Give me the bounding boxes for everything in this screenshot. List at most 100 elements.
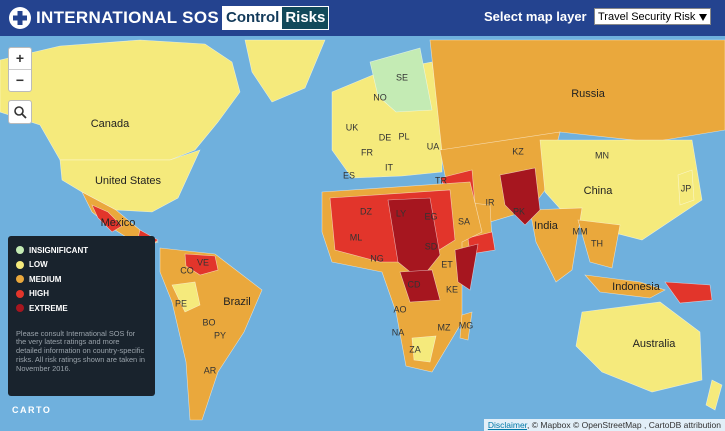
land bbox=[664, 281, 713, 304]
map-label: SD bbox=[425, 241, 438, 251]
land bbox=[411, 335, 437, 363]
map-label: FR bbox=[361, 147, 373, 157]
map-label: CO bbox=[180, 265, 194, 275]
map-label: AR bbox=[204, 365, 217, 375]
legend-label: MEDIUM bbox=[29, 274, 62, 284]
map-label: Australia bbox=[633, 338, 677, 350]
land bbox=[171, 281, 201, 313]
brand: INTERNATIONAL SOS bbox=[36, 8, 219, 27]
map-label: SA bbox=[458, 216, 470, 226]
map-label: United States bbox=[95, 175, 162, 187]
land bbox=[577, 219, 621, 269]
land bbox=[399, 269, 441, 303]
legend-item: LOW bbox=[16, 258, 147, 273]
map-label: Canada bbox=[91, 118, 130, 130]
zoom-control: + − bbox=[8, 47, 32, 92]
layer-select[interactable]: Travel Security Risk bbox=[594, 8, 711, 25]
map-label: ET bbox=[441, 259, 453, 269]
map-label: MZ bbox=[438, 322, 451, 332]
map-label: PK bbox=[513, 206, 525, 216]
partner-prefix: Control bbox=[223, 7, 283, 29]
map-label: KZ bbox=[512, 146, 524, 156]
map-label: UA bbox=[427, 141, 440, 151]
map-label: DE bbox=[379, 132, 392, 142]
map-label: VE bbox=[197, 257, 209, 267]
map-label: TH bbox=[591, 238, 603, 248]
map-label: Indonesia bbox=[612, 281, 661, 293]
map-label: JP bbox=[681, 183, 692, 193]
zoom-in[interactable]: + bbox=[15, 50, 25, 66]
map-label: UK bbox=[346, 122, 359, 132]
legend-note: Please consult International SOS for the… bbox=[16, 328, 145, 373]
map-label: PE bbox=[175, 298, 187, 308]
land bbox=[59, 149, 201, 213]
attribution-text: , © Mapbox © OpenStreetMap , CartoDB att… bbox=[527, 420, 721, 430]
legend-items: INSIGNIFICANT LOW MEDIUM HIGH EXTREME bbox=[16, 243, 147, 316]
legend-swatch bbox=[16, 260, 24, 269]
legend-label: EXTREME bbox=[29, 303, 68, 313]
map-label: CD bbox=[408, 279, 421, 289]
map-label: DZ bbox=[360, 206, 372, 216]
attribution: Disclaimer, © Mapbox © OpenStreetMap , C… bbox=[483, 419, 725, 431]
map-label: ML bbox=[350, 232, 363, 242]
legend-item: MEDIUM bbox=[16, 272, 147, 287]
legend-swatch bbox=[16, 304, 24, 313]
map-label: Russia bbox=[571, 88, 606, 100]
map-label: EG bbox=[424, 211, 437, 221]
map-label: LY bbox=[396, 208, 406, 218]
land bbox=[529, 207, 583, 283]
map-label: ES bbox=[343, 170, 355, 180]
dropdown-arrow bbox=[699, 14, 707, 21]
search-button[interactable] bbox=[8, 100, 32, 124]
map-label: NA bbox=[392, 327, 405, 337]
carto-logo: CARTO bbox=[12, 405, 52, 415]
land bbox=[459, 311, 473, 341]
map-label: MN bbox=[595, 150, 609, 160]
map-label: MG bbox=[459, 320, 474, 330]
legend-item: EXTREME bbox=[16, 301, 147, 316]
legend-swatch bbox=[16, 289, 24, 298]
land bbox=[677, 169, 695, 206]
brand-icon bbox=[9, 7, 31, 29]
land bbox=[575, 301, 703, 393]
map-label: AO bbox=[393, 304, 406, 314]
header: INTERNATIONAL SOS Control Risks Select ma… bbox=[0, 0, 725, 36]
map-label: IR bbox=[486, 197, 496, 207]
map-label: NG bbox=[370, 253, 384, 263]
legend-item: INSIGNIFICANT bbox=[16, 243, 147, 258]
land bbox=[584, 274, 666, 299]
map-label: ZA bbox=[409, 344, 421, 354]
land bbox=[499, 167, 541, 226]
layer-label: Select map layer bbox=[484, 9, 587, 24]
partner-suffix: Risks bbox=[282, 7, 329, 29]
disclaimer-link[interactable]: Disclaimer bbox=[487, 420, 528, 430]
land bbox=[91, 204, 123, 233]
land bbox=[705, 379, 723, 411]
partner-logo: Control Risks bbox=[222, 6, 330, 30]
map-label: Mexico bbox=[101, 217, 136, 229]
map-label: TR bbox=[435, 175, 447, 185]
search-icon bbox=[14, 106, 27, 119]
map-label: KE bbox=[446, 284, 458, 294]
map-label: India bbox=[534, 220, 559, 232]
land bbox=[184, 253, 219, 276]
map-label: NO bbox=[373, 92, 387, 102]
legend-item: HIGH bbox=[16, 287, 147, 302]
zoom-out[interactable]: − bbox=[9, 69, 31, 91]
legend: INSIGNIFICANT LOW MEDIUM HIGH EXTREME Please… bbox=[8, 236, 155, 396]
map-label: MM bbox=[573, 226, 588, 236]
map-label: BO bbox=[202, 317, 215, 327]
legend-swatch bbox=[16, 275, 24, 284]
land bbox=[387, 197, 441, 281]
legend-label: HIGH bbox=[29, 289, 49, 299]
map-label: Brazil bbox=[223, 296, 251, 308]
map-label: PL bbox=[398, 131, 409, 141]
legend-label: INSIGNIFICANT bbox=[29, 245, 89, 255]
land bbox=[454, 243, 479, 291]
land bbox=[369, 47, 433, 113]
map-label: PY bbox=[214, 330, 226, 340]
layer-value: Travel Security Risk bbox=[598, 11, 696, 23]
legend-swatch bbox=[16, 246, 24, 255]
